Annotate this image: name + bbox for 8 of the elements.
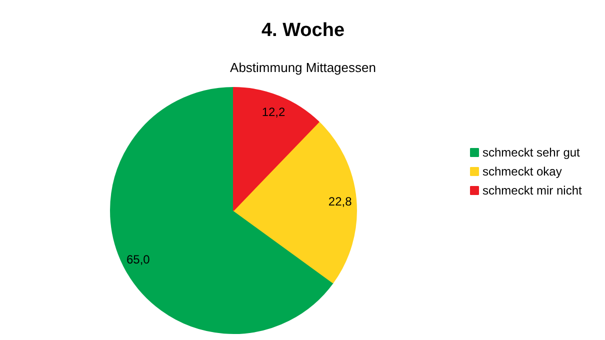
data-label: 65,0: [126, 252, 150, 267]
data-label: 12,2: [262, 104, 286, 119]
chart-subtitle: Abstimmung Mittagessen: [230, 60, 376, 75]
legend-label: schmeckt sehr gut: [482, 146, 581, 160]
chart-title: 4. Woche: [261, 20, 345, 41]
legend-label: schmeckt mir nicht: [482, 184, 583, 198]
data-label: 22,8: [328, 194, 352, 209]
legend-label: schmeckt okay: [482, 164, 562, 178]
